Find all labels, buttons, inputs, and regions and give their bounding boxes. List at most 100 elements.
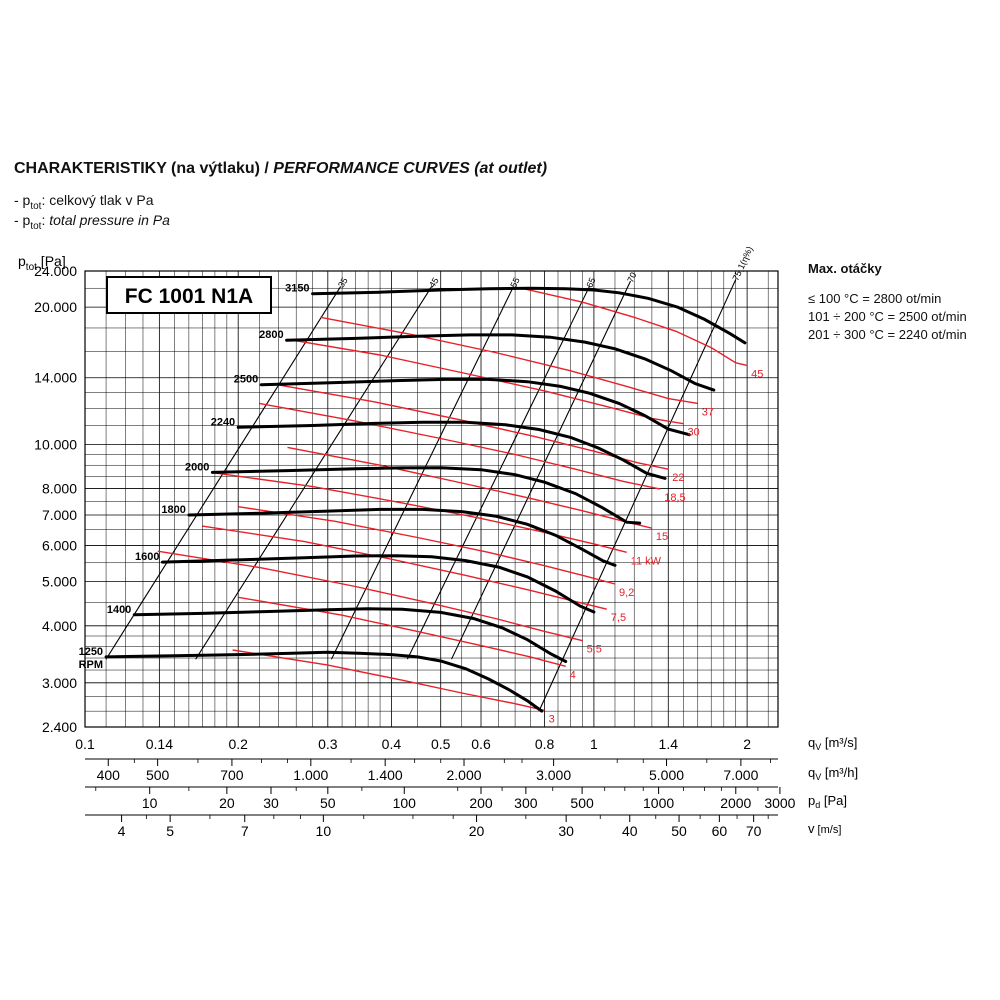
rpm-label: 1800 (161, 504, 185, 516)
efficiency-label: 35 (336, 276, 350, 290)
rpm-label: 1400 (107, 604, 131, 616)
x-tick-label: 0.5 (431, 736, 451, 752)
y-tick-label: 5.000 (42, 574, 77, 590)
axes: 2.400 3.000 4.000 5.000 6.000 7.000 8.000 10.00… (18, 253, 858, 839)
aux-tick-label: 70 (746, 823, 762, 839)
speed-curve (132, 607, 568, 663)
y-tick-label: 6.000 (42, 538, 77, 554)
aux-tick-label: 4 (118, 823, 126, 839)
x-tick-label: 0.4 (382, 736, 402, 752)
aux-tick-label: 10 (142, 795, 158, 811)
aux-tick-label: 1.000 (293, 767, 328, 783)
x-tick-label: 0.3 (318, 736, 338, 752)
legend-prefix: - p (14, 212, 31, 228)
aux-tick-label: 2.000 (446, 767, 481, 783)
aux-tick-label: 700 (220, 767, 244, 783)
rpm-label: 2000 (185, 461, 209, 473)
efficiency-label: 70 (625, 271, 638, 284)
legend-prefix: - p (14, 192, 31, 208)
speed-curve (104, 650, 544, 713)
plot-frame (84, 270, 779, 728)
title-italic: PERFORMANCE CURVES (at outlet) (273, 160, 548, 177)
max-rpm-title: Max. otáčky (808, 261, 882, 276)
power-label: 30 (688, 427, 700, 439)
model-label: FC 1001 N1A (125, 285, 253, 308)
power-curve (157, 550, 583, 642)
x-tick-label: 0.14 (146, 736, 173, 752)
x-tick-label: 1 (590, 736, 598, 752)
power-label: 5,5 (587, 644, 602, 656)
legend-cz-text: : celkový tlak v Pa (41, 192, 154, 208)
aux-tick-label: 50 (320, 795, 336, 811)
legend-en-text: total pressure in Pa (49, 212, 170, 228)
power-curves (157, 287, 748, 712)
aux-tick-label: 200 (469, 795, 493, 811)
aux-tick-label: 20 (469, 823, 485, 839)
aux-tick-label: 30 (263, 795, 279, 811)
aux-tick-label: 3000 (764, 795, 795, 811)
x-axis-unit: qV [m³/s] (808, 735, 857, 752)
max-rpm-line: 101 ÷ 200 °C = 2500 ot/min (808, 309, 967, 324)
x-tick-label: 0.1 (75, 736, 95, 752)
aux-tick-label: 7.000 (723, 767, 758, 783)
x-tick-label: 0.8 (535, 736, 555, 752)
power-curve (238, 506, 616, 585)
efficiency-label: 65 (584, 276, 597, 289)
rpm-label: 1600 (135, 551, 159, 563)
power-label: 11 kW (631, 555, 662, 567)
aux-tick-label: 40 (622, 823, 638, 839)
x-tick-label: 1.4 (659, 736, 679, 752)
aux-axis-unit: pd [Pa] (808, 793, 847, 810)
rpm-label: 2240 (211, 416, 235, 428)
power-label: 7,5 (611, 612, 626, 624)
speed-curve (311, 286, 747, 345)
speed-curve (236, 420, 667, 480)
efficiency-label: 75,1(η%) (731, 245, 755, 282)
rpm-label: 1250 (79, 646, 103, 658)
rpm-label: 3150 (285, 283, 309, 295)
x-tick-label: 0.2 (228, 736, 248, 752)
power-label: 15 (656, 531, 668, 543)
legend-subscript: tot (30, 200, 42, 212)
aux-tick-label: 10 (316, 823, 332, 839)
speed-curve (210, 466, 642, 525)
y-axis-label: ptot [Pa] (18, 253, 66, 273)
aux-tick-label: 5.000 (649, 767, 684, 783)
x-tick-label: 2 (743, 736, 751, 752)
x-tick-label: 0.6 (471, 736, 491, 752)
power-curve (521, 287, 748, 367)
aux-tick-label: 100 (393, 795, 417, 811)
aux-tick-label: 500 (570, 795, 594, 811)
aux-tick-label: 500 (146, 767, 170, 783)
power-label: 18,5 (664, 492, 685, 504)
power-label: 45 (751, 368, 763, 380)
aux-tick-label: 1000 (643, 795, 674, 811)
power-curve (320, 316, 698, 405)
y-tick-label: 14.000 (34, 370, 77, 386)
legend-subscript: tot (30, 220, 42, 232)
aux-tick-label: 3.000 (536, 767, 571, 783)
speed-curve (259, 377, 691, 437)
aux-tick-label: 5 (166, 823, 174, 839)
aux-tick-label: 50 (671, 823, 687, 839)
y-tick-label: 2.400 (42, 719, 77, 735)
speed-curve (187, 507, 617, 567)
page-title: CHARAKTERISTIKY (na výtlaku) / PERFORMAN… (14, 160, 547, 178)
efficiency-label: 45 (427, 276, 441, 290)
speed-curves (104, 286, 747, 713)
model-label-box (106, 276, 272, 314)
efficiency-line (538, 279, 737, 712)
y-tick-label: 10.000 (34, 436, 77, 452)
rpm-label: 2500 (234, 374, 258, 386)
aux-tick-label: 7 (241, 823, 249, 839)
power-label: 4 (570, 669, 576, 681)
aux-axis-unit: qV [m³/h] (808, 765, 858, 782)
power-curve (232, 649, 545, 712)
efficiency-lines (105, 279, 737, 712)
efficiency-line (195, 286, 433, 660)
legend-czech: - ptot: celkový tlak v Pa (14, 192, 154, 212)
legend-english: - ptot: total pressure in Pa (14, 212, 170, 232)
aux-tick-label: 20 (219, 795, 235, 811)
speed-curve (161, 554, 596, 614)
power-curve (214, 472, 627, 553)
